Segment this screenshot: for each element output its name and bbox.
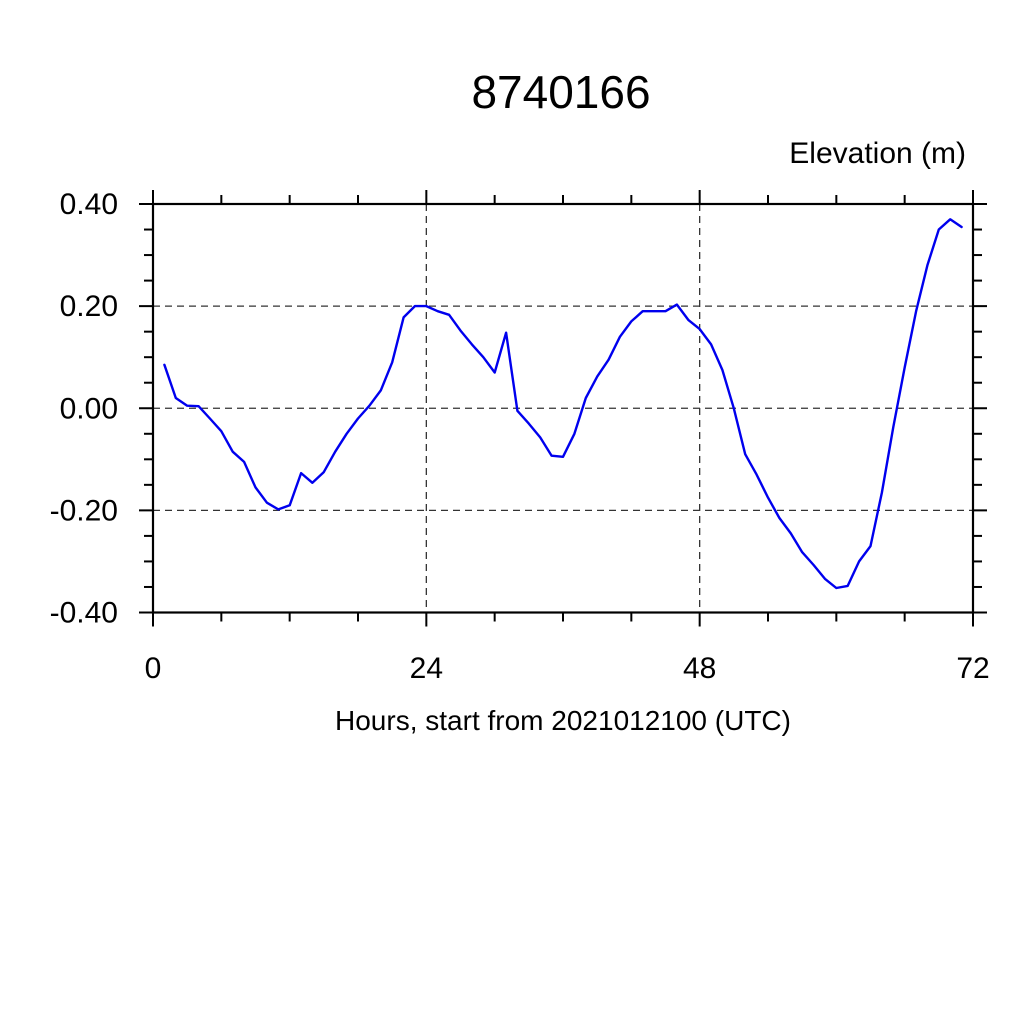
y-tick-label: -0.20 xyxy=(50,494,118,527)
data-series xyxy=(163,218,963,590)
axis-tick-labels: 0 24 48 72 0.40 0.20 0.00 -0.20 -0.40 xyxy=(50,188,990,685)
gridlines xyxy=(153,204,973,613)
chart-title: 8740166 xyxy=(471,66,650,118)
x-tick-label: 24 xyxy=(410,652,443,685)
elevation-series-line xyxy=(163,218,963,590)
x-tick-label: 0 xyxy=(145,652,162,685)
y-tick-label: -0.40 xyxy=(50,597,118,630)
x-tick-label: 72 xyxy=(956,652,989,685)
axis-ticks xyxy=(139,190,987,627)
y-tick-label: 0.00 xyxy=(60,392,118,425)
y-axis-unit-label: Elevation (m) xyxy=(789,137,966,170)
x-tick-label: 48 xyxy=(683,652,716,685)
x-axis-title: Hours, start from 2021012100 (UTC) xyxy=(335,705,791,736)
y-tick-label: 0.40 xyxy=(60,188,118,221)
y-tick-label: 0.20 xyxy=(60,290,118,323)
